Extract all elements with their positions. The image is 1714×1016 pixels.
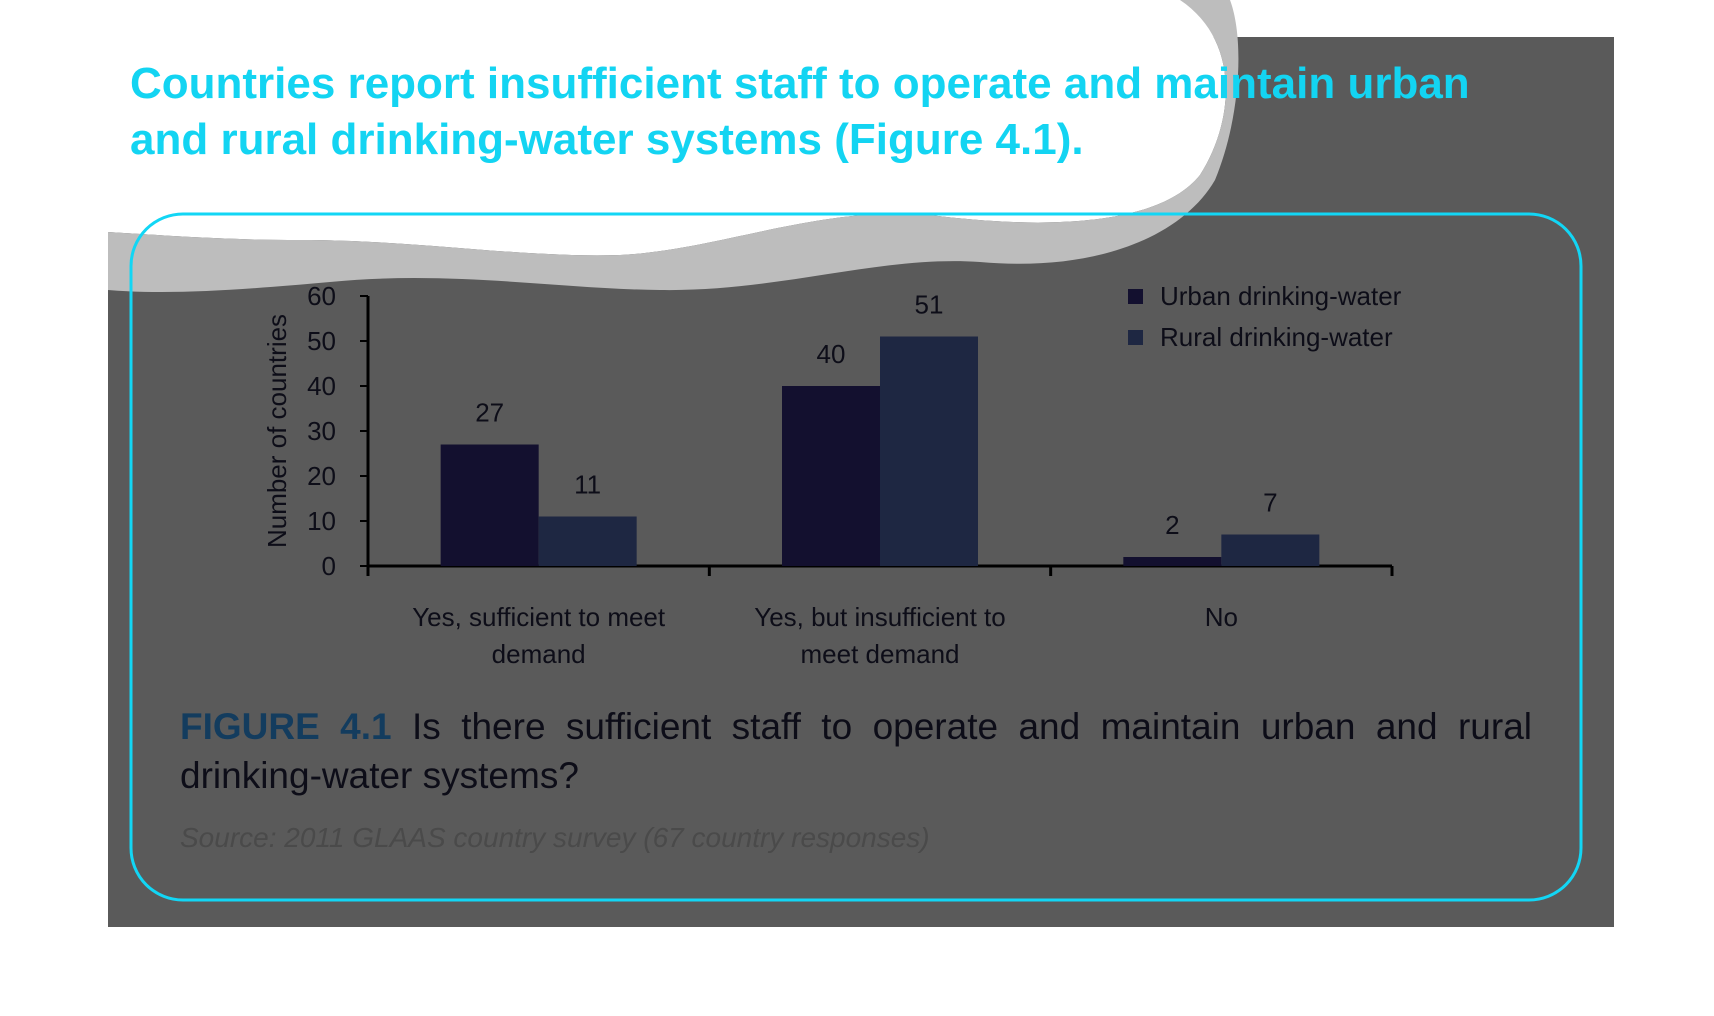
source-note: Source: 2011 GLAAS country survey (67 co… (180, 822, 930, 853)
y-tick-label: 20 (307, 461, 336, 491)
figure-caption-text: Is there sufficient staff to operate and… (180, 706, 1532, 796)
y-tick-label: 40 (307, 371, 336, 401)
figure-caption: FIGURE 4.1 Is there sufficient staff to … (180, 702, 1532, 800)
urban-bar (1123, 557, 1222, 566)
chart-legend: Urban drinking-water Rural drinking-water (1128, 281, 1402, 352)
x-category-label: Yes, sufficient to meet demand (412, 602, 666, 669)
y-tick-label: 10 (307, 506, 336, 536)
white-wave-area (0, 0, 1226, 256)
x-category-label: No (1205, 602, 1238, 632)
rural-bar (538, 516, 637, 566)
rural-bar (880, 336, 978, 566)
y-tick-label: 50 (307, 326, 336, 356)
urban-bar (440, 444, 539, 566)
data-label: 7 (1263, 488, 1277, 518)
data-label: 11 (574, 470, 601, 500)
x-category-label-line: Yes, but insufficient to (754, 602, 1006, 632)
x-category-label-line: Yes, sufficient to meet (412, 602, 666, 632)
gray-wave-band (108, 0, 1239, 293)
y-tick-label: 60 (307, 281, 336, 311)
x-category-label: Yes, but insufficient to meet demand (754, 602, 1006, 669)
x-category-label-line: demand (492, 639, 586, 669)
figure-frame (129, 212, 1583, 902)
data-label: 40 (817, 339, 846, 369)
y-tick-label: 30 (307, 416, 336, 446)
data-label: 2 (1165, 510, 1179, 540)
urban-bar (782, 386, 880, 566)
x-category-label-line: No (1205, 602, 1238, 632)
data-label: 51 (915, 290, 944, 320)
legend-entry: Rural drinking-water (1160, 322, 1393, 352)
headline-line-2: and rural drinking-water systems (Figure… (130, 115, 1084, 164)
rural-bar (1221, 534, 1320, 566)
headline-line-1: Countries report insufficient staff to o… (130, 59, 1470, 108)
legend-swatch (1128, 330, 1143, 345)
x-category-label-line: meet demand (801, 639, 960, 669)
figure-label: FIGURE 4.1 (180, 706, 392, 747)
y-tick-label: 0 (322, 551, 336, 581)
y-axis-title: Number of countries (262, 314, 292, 548)
page-headline: Countries report insufficient staff to o… (130, 56, 1630, 168)
legend-swatch (1128, 289, 1143, 304)
legend-entry: Urban drinking-water (1160, 281, 1402, 311)
data-label: 27 (475, 398, 504, 428)
